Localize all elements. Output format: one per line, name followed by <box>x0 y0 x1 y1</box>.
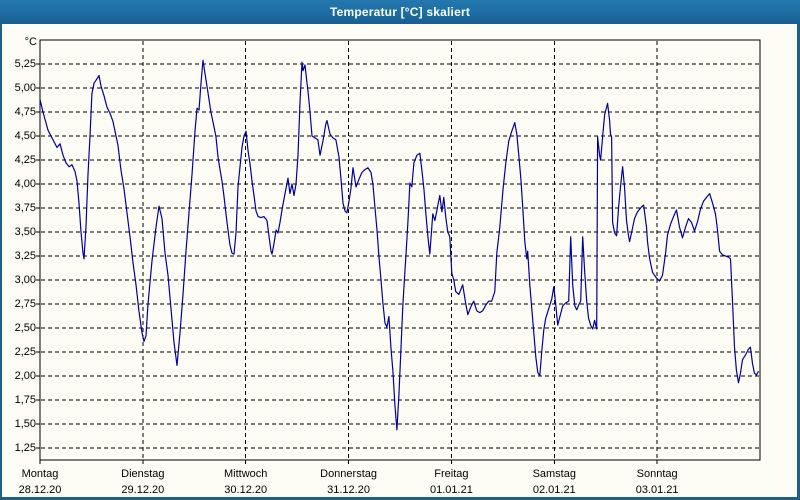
y-tick-label: 1,75 <box>14 393 36 406</box>
y-tick-label: 2,25 <box>14 345 36 358</box>
x-tick-date-label: 02.01.21 <box>532 484 576 496</box>
x-tick-day-label: Donnerstag <box>320 468 377 480</box>
y-tick-label: 3,25 <box>14 249 36 262</box>
x-tick-day-label: Sonntag <box>636 468 678 480</box>
y-tick-label: 4,75 <box>14 105 36 118</box>
x-tick-date-label: 31.12.20 <box>327 484 370 496</box>
x-tick-day-label: Freitag <box>434 468 469 480</box>
y-tick-label: 1,50 <box>14 417 36 430</box>
x-tick-date-label: 29.12.20 <box>121 484 165 496</box>
y-tick-label: 3,50 <box>14 225 36 238</box>
window-titlebar[interactable]: Temperatur [°C] skaliert <box>0 0 800 24</box>
y-tick-label: 2,75 <box>14 297 36 310</box>
x-tick-day-label: Montag <box>21 468 59 480</box>
window-title: Temperatur [°C] skaliert <box>329 5 471 19</box>
x-tick-day-label: Mittwoch <box>224 468 268 480</box>
y-tick-label: 5,25 <box>14 57 36 70</box>
y-tick-label: 2,00 <box>14 369 36 382</box>
gridlines <box>41 41 759 459</box>
x-tick-date-label: 28.12.20 <box>18 484 62 496</box>
y-tick-label: 2,50 <box>14 321 36 334</box>
x-tick-date-label: 01.01.21 <box>430 484 473 496</box>
y-tick-label: 3,00 <box>14 273 36 286</box>
y-tick-label: 4,25 <box>14 153 36 166</box>
y-tick-label: 4,50 <box>14 129 36 142</box>
y-tick-label: 1,25 <box>14 441 36 454</box>
y-tick-label: 3,75 <box>14 201 36 214</box>
temperature-series <box>39 59 760 431</box>
axis-ticks <box>36 39 761 464</box>
y-axis-unit-label: °C <box>24 36 37 48</box>
y-tick-label: 4,00 <box>14 177 36 190</box>
x-tick-day-label: Dienstag <box>121 468 165 480</box>
x-tick-date-label: 30.12.20 <box>224 484 268 496</box>
x-tick-day-label: Samstag <box>532 468 576 480</box>
y-tick-label: 5,00 <box>14 81 36 94</box>
x-tick-date-label: 03.01.21 <box>635 484 679 496</box>
